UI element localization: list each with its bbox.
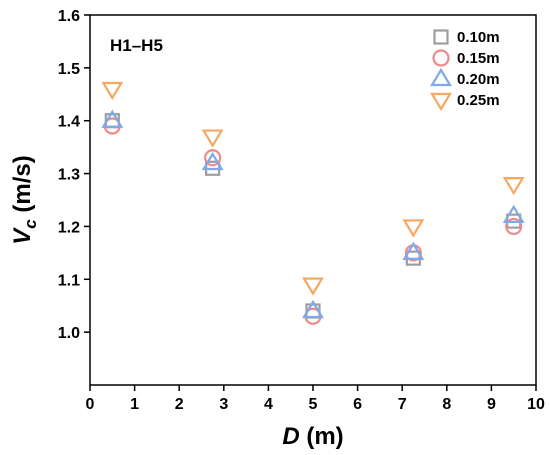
y-tick-label: 1.4 (58, 114, 80, 131)
legend-marker-0.20m (430, 67, 452, 87)
legend-label: 0.25m (457, 92, 500, 109)
data-point-0.20m-2 (302, 299, 324, 319)
x-axis-symbol: D (282, 423, 299, 450)
x-tick-label: 7 (398, 396, 407, 413)
data-point-0.25m-4 (502, 177, 525, 196)
data-point-0.15m-1 (204, 149, 222, 167)
x-tick-label: 1 (130, 396, 139, 413)
y-tick-label: 1.5 (58, 61, 80, 78)
y-axis-subscript: c (21, 219, 40, 229)
x-tick-label: 10 (527, 396, 545, 413)
y-tick-label: 1.3 (58, 167, 80, 184)
data-point-0.25m-1 (201, 129, 224, 148)
legend-marker-0.10m (433, 29, 449, 45)
y-axis-unit: (m/s) (9, 155, 36, 219)
x-tick-label: 6 (353, 396, 362, 413)
legend-label: 0.20m (457, 71, 500, 88)
legend-marker-0.25m (430, 92, 452, 112)
x-axis-unit: (m) (300, 423, 344, 450)
data-point-0.20m-0 (101, 109, 124, 128)
legend: 0.10m 0.15m 0.20m 0.25m (430, 29, 500, 112)
y-tick-label: 1.0 (58, 325, 80, 342)
axis-ticks: 0 1 2 3 4 5 6 7 8 9 10 1.0 1.1 1.2 1.3 1.4 1.5 1.6 (58, 8, 545, 413)
data-point-0.25m-0 (101, 81, 124, 101)
y-axis-symbol: V (9, 227, 36, 245)
x-tick-label: 0 (86, 396, 95, 413)
legend-label: 0.15m (457, 50, 500, 67)
x-tick-label: 9 (487, 396, 496, 413)
legend-label: 0.10m (457, 29, 500, 46)
x-axis-label: D (m) (282, 423, 343, 450)
x-tick-label: 4 (264, 396, 273, 413)
data-point-0.20m-4 (502, 204, 525, 223)
y-tick-label: 1.6 (58, 8, 80, 25)
data-point-0.25m-2 (302, 277, 324, 296)
y-tick-label: 1.1 (58, 272, 80, 289)
y-axis-label: Vc (m/s) (9, 155, 40, 245)
x-tick-label: 2 (175, 396, 184, 413)
data-point-0.20m-1 (201, 151, 224, 171)
annotation-label: H1–H5 (110, 36, 163, 55)
x-tick-label: 3 (219, 396, 228, 413)
data-marks (101, 81, 525, 325)
x-tick-label: 5 (309, 396, 318, 413)
x-tick-label: 8 (442, 396, 451, 413)
data-point-0.20m-3 (402, 241, 425, 260)
data-point-0.15m-4 (505, 217, 523, 236)
legend-marker-0.15m (432, 49, 450, 67)
y-tick-label: 1.2 (58, 219, 80, 236)
data-point-0.25m-3 (402, 219, 425, 238)
